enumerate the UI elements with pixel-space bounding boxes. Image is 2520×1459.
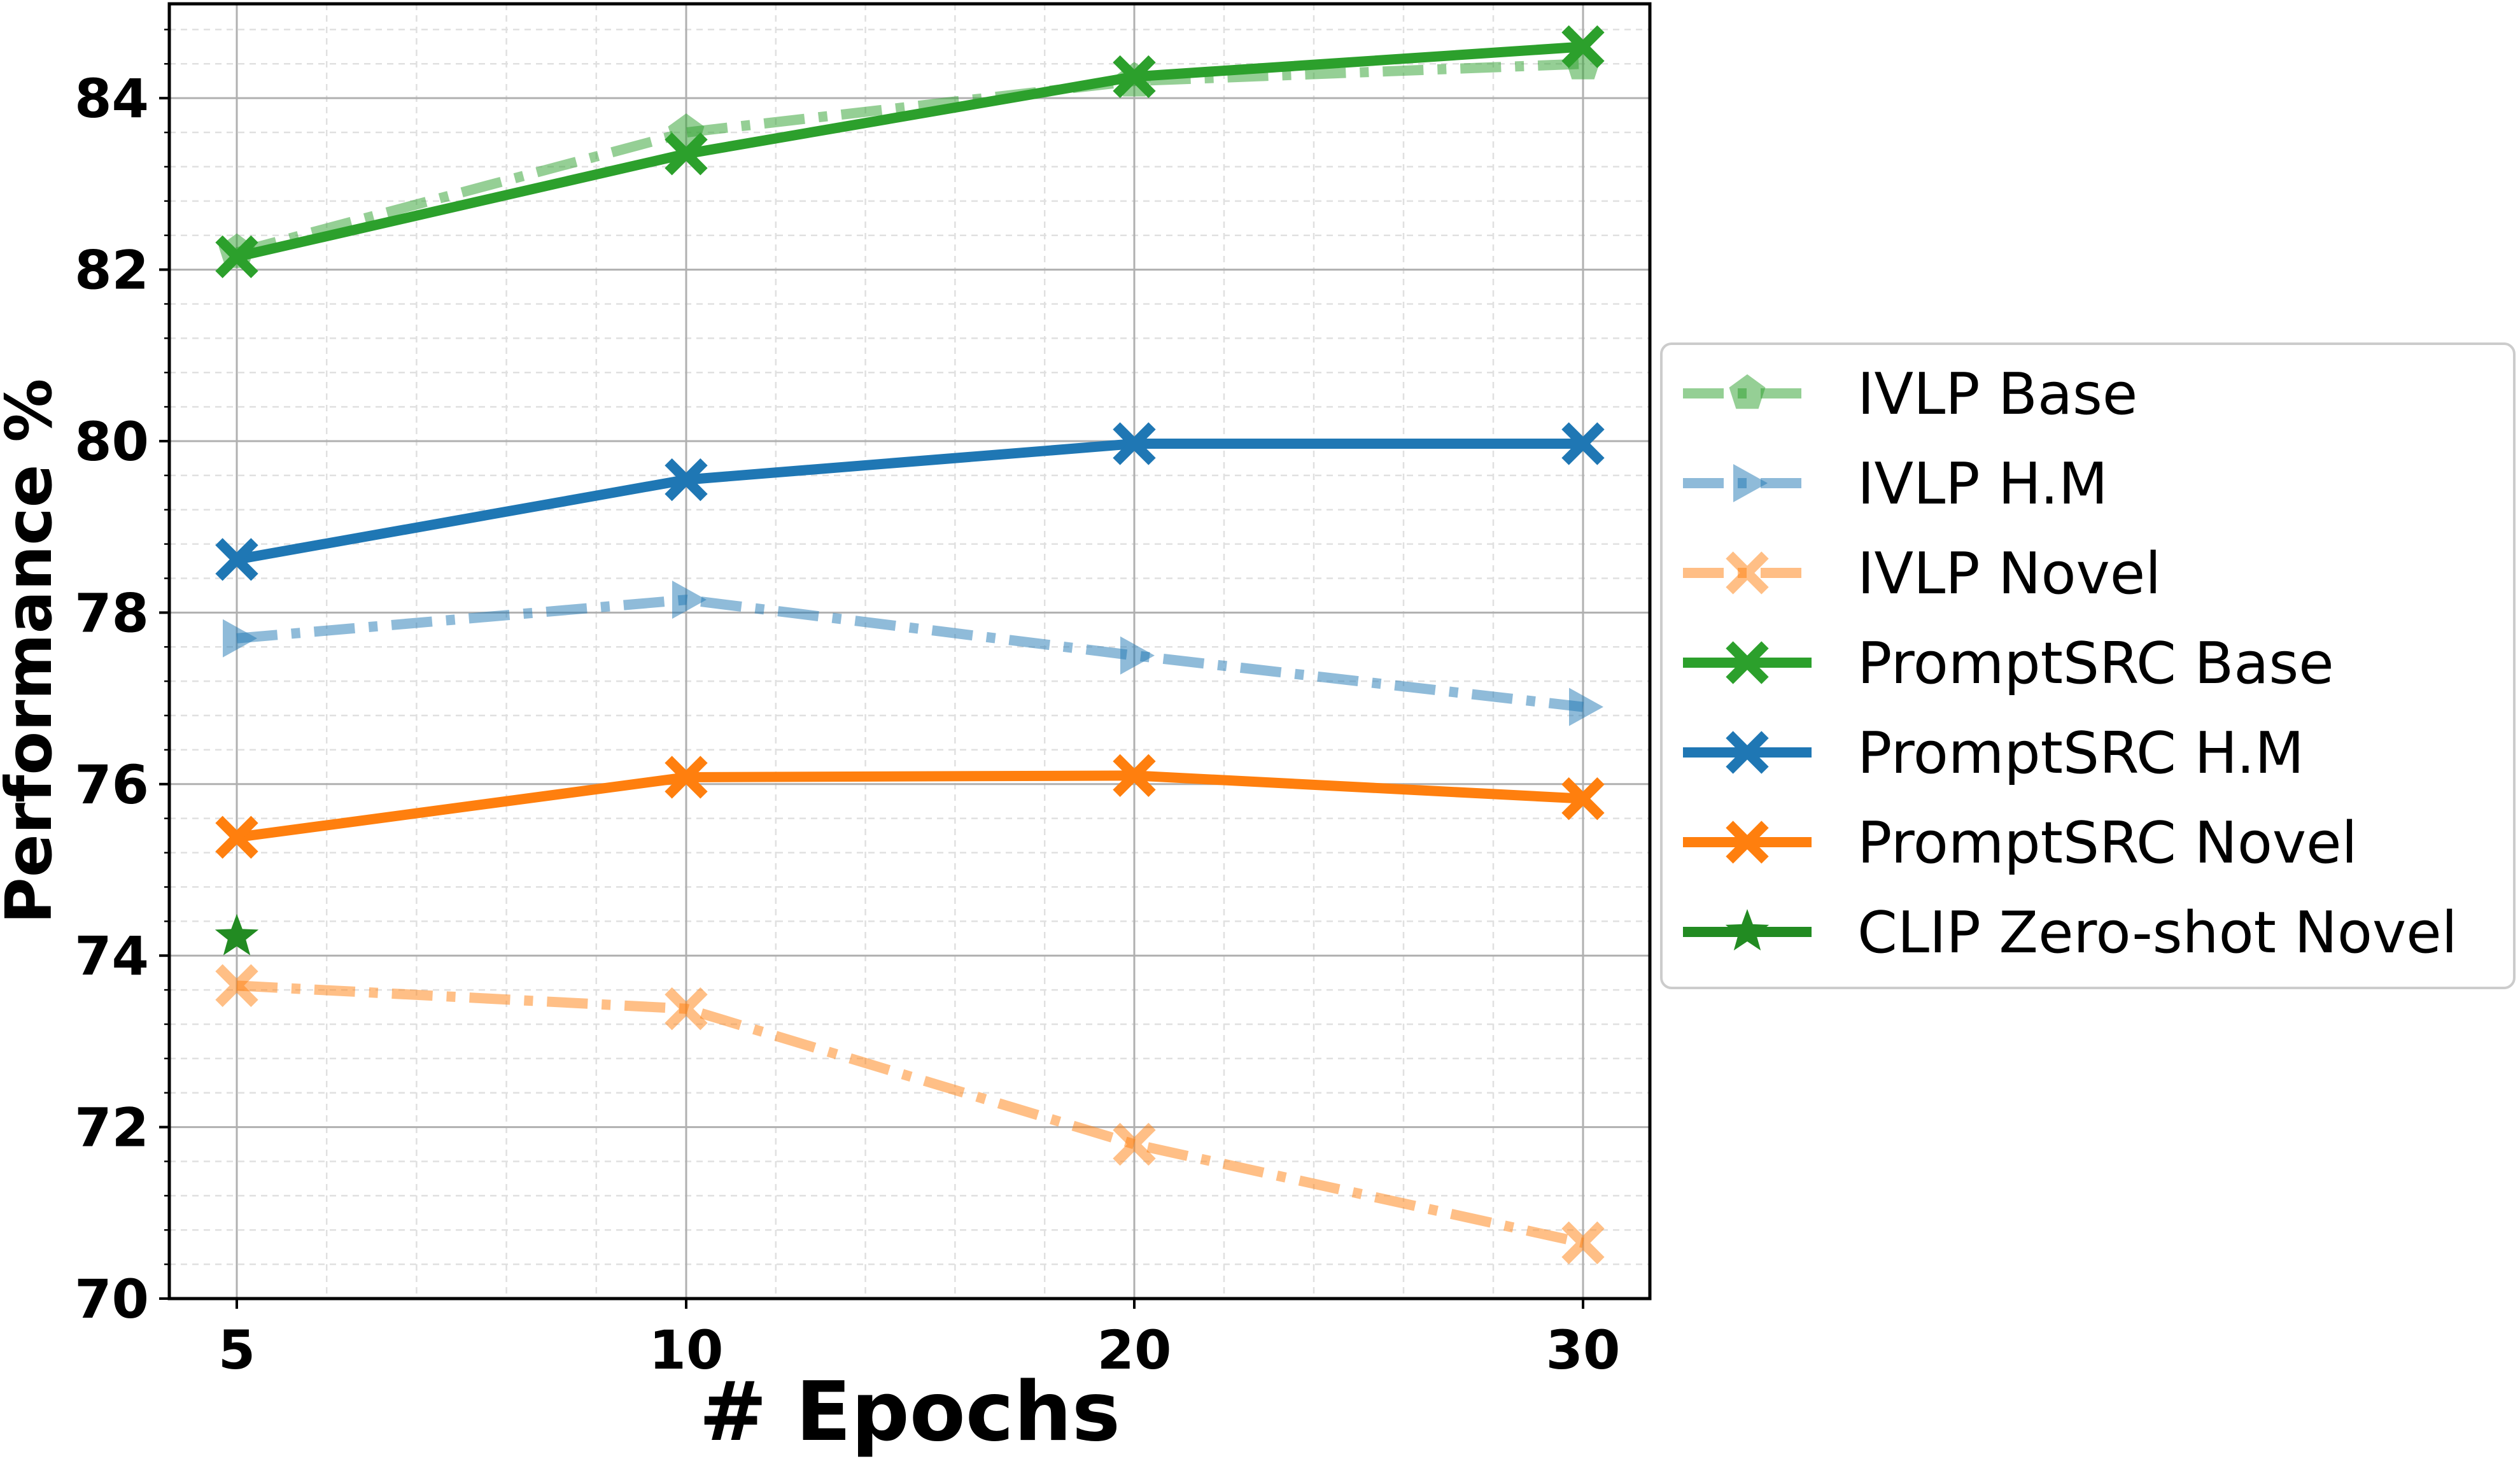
data-point <box>1569 687 1603 726</box>
x-tick-label: 20 <box>1097 1319 1172 1381</box>
y-tick-label: 74 <box>74 925 149 987</box>
legend-item: PromptSRC H.M <box>1683 720 2304 787</box>
legend-marker <box>1733 464 1768 502</box>
legend-item: PromptSRC Novel <box>1683 810 2358 877</box>
data-point <box>665 132 708 176</box>
x-tick-label: 10 <box>649 1319 724 1381</box>
legend-label: IVLP Base <box>1857 361 2137 428</box>
data-point <box>1113 754 1156 797</box>
legend-item: PromptSRC Base <box>1683 630 2334 697</box>
legend-item: IVLP Novel <box>1683 540 2161 607</box>
data-point <box>1561 422 1605 465</box>
legend-marker <box>1726 821 1769 864</box>
data-point <box>665 458 708 502</box>
legend-marker <box>1729 374 1766 409</box>
x-tick-label: 30 <box>1546 1319 1621 1381</box>
x-axis-title: # Epochs <box>699 1365 1120 1459</box>
legend: IVLP Base IVLP H.M IVLP Novel PromptSRC Bas… <box>1660 342 2516 989</box>
data-point <box>1561 1221 1605 1265</box>
plot-frame <box>167 2 1652 1300</box>
series-clip-zero-shot-novel <box>215 913 259 955</box>
legend-item: IVLP H.M <box>1683 451 2108 518</box>
data-point <box>1113 1122 1156 1166</box>
data-point <box>1561 777 1605 821</box>
series-line <box>236 41 1584 262</box>
legend-marker <box>1726 641 1769 684</box>
series-ivlp-h-m <box>223 581 1603 726</box>
data-point <box>672 581 707 619</box>
legend-label: PromptSRC H.M <box>1857 720 2304 787</box>
y-tick-label: 84 <box>74 67 149 130</box>
axis-ticks <box>159 29 1584 1309</box>
series-line <box>236 980 1584 1248</box>
x-tick-label: 5 <box>218 1319 255 1381</box>
minor-grid <box>169 4 1650 1299</box>
series-line <box>236 439 1583 565</box>
y-tick-label: 80 <box>74 411 149 473</box>
y-axis-title: Performance % <box>0 379 66 924</box>
y-tick-label: 76 <box>74 754 149 816</box>
data-point <box>1113 55 1156 99</box>
series-promptsrc-novel <box>215 754 1605 859</box>
legend-marker <box>1726 551 1769 595</box>
legend-marker <box>1725 909 1770 951</box>
series-layer <box>215 25 1605 1265</box>
y-tick-label: 70 <box>74 1268 149 1330</box>
data-point <box>1113 422 1156 465</box>
tick-labels: 70 72 74 76 78 80 82 84 5 10 20 30 <box>74 67 1620 1381</box>
series-ivlp-base <box>218 45 1601 268</box>
data-point <box>215 913 259 955</box>
legend-label: IVLP H.M <box>1857 451 2108 518</box>
legend-box <box>1660 342 2516 989</box>
series-line <box>236 770 1584 843</box>
y-tick-label: 82 <box>74 239 149 302</box>
major-grid <box>169 4 1650 1300</box>
data-point <box>1120 636 1155 675</box>
data-point <box>1561 25 1605 69</box>
legend-label: PromptSRC Novel <box>1857 810 2358 877</box>
legend-item: IVLP Base <box>1683 361 2137 428</box>
legend-label: IVLP Novel <box>1857 540 2161 607</box>
data-point <box>215 235 258 279</box>
series-ivlp-novel <box>215 964 1605 1265</box>
data-point <box>215 964 258 1007</box>
legend-label: PromptSRC Base <box>1857 630 2334 697</box>
y-tick-label: 72 <box>74 1097 149 1159</box>
data-point <box>665 756 708 799</box>
legend-label: CLIP Zero-shot Novel <box>1857 899 2458 966</box>
data-point <box>215 538 258 581</box>
y-tick-label: 78 <box>74 582 149 644</box>
series-line <box>236 595 1584 712</box>
series-line <box>235 59 1584 258</box>
series-promptsrc-h-m <box>215 422 1605 581</box>
legend-marker <box>1726 731 1769 774</box>
data-point <box>223 619 257 658</box>
data-point <box>215 815 258 859</box>
series-promptsrc-base <box>215 25 1605 279</box>
data-point <box>665 987 708 1031</box>
legend-item: CLIP Zero-shot Novel <box>1683 899 2458 966</box>
